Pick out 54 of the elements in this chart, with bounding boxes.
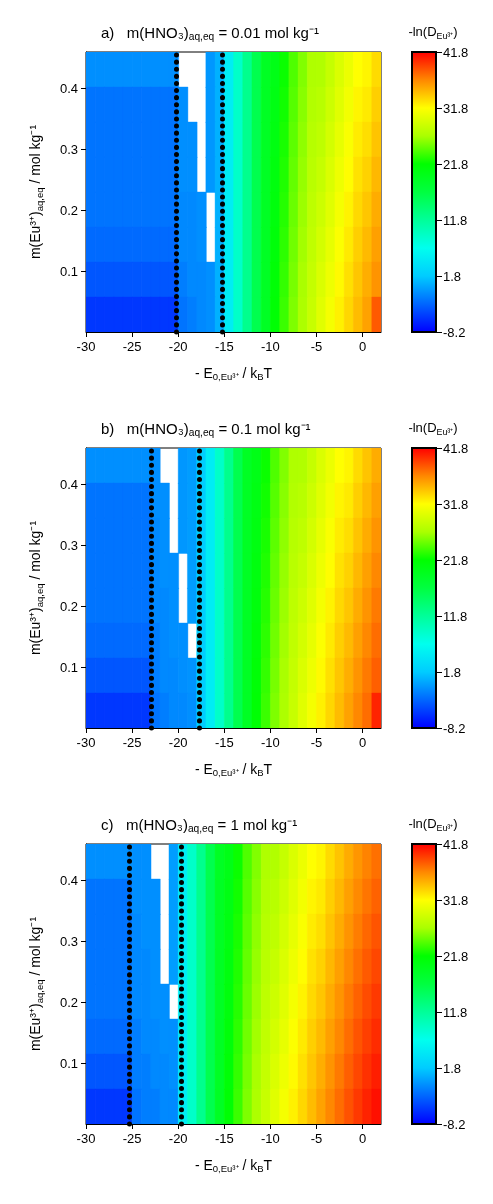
x-tick-label: -30 [76,1131,96,1146]
x-tick-label: -30 [76,339,96,354]
x-tick-label: -15 [214,735,234,750]
color-bar-label: 1.8 [443,268,462,284]
x-tick-label: -5 [310,339,323,354]
x-tick-label: 0 [358,735,367,750]
x-tick-label: -30 [76,735,96,750]
y-tick-label: 0.1 [59,263,78,279]
x-tick-label: -5 [310,1131,323,1146]
x-tick-label: -10 [260,1131,280,1146]
x-tick-label: -20 [168,735,188,750]
y-tick-label: 0.3 [59,141,78,157]
x-tick-label: -10 [260,339,280,354]
y-tick-label: 0.2 [59,994,78,1010]
color-bar-label: 41.8 [443,440,469,456]
color-bar-label: 11.8 [443,212,468,228]
color-bar-label: 21.8 [443,552,469,568]
color-bar-label: 31.8 [443,496,469,512]
x-tick-label: -25 [122,339,142,354]
color-bar-label: 31.8 [443,100,469,116]
color-bar-label: 11.8 [443,1004,468,1020]
x-tick-label: -15 [214,1131,234,1146]
y-tick-label: 0.1 [59,1055,78,1071]
color-bar-label: 11.8 [443,608,468,624]
color-bar-label: -8.2 [443,1116,466,1132]
y-tick-label: 0.4 [59,873,78,889]
x-tick-label: -5 [310,735,323,750]
y-tick-label: 0.2 [59,202,78,218]
y-axis-title: m(Eu³⁺)aq,eq / mol kg⁻¹ [27,124,45,260]
y-tick-label: 0.3 [59,933,78,949]
x-tick-label: -15 [214,339,234,354]
x-tick-label: 0 [358,1131,367,1146]
color-bar-label: -8.2 [443,324,466,340]
color-bar-label: 1.8 [443,1060,462,1076]
x-tick-label: 0 [358,339,367,354]
y-tick-label: 0.2 [59,598,78,614]
color-bar-label: 41.8 [443,836,469,852]
y-axis-title: m(Eu³⁺)aq,eq / mol kg⁻¹ [27,916,45,1052]
y-tick-label: 0.1 [59,659,78,675]
x-tick-label: -20 [168,1131,188,1146]
x-tick-label: -10 [260,735,280,750]
color-bar-label: 21.8 [443,156,469,172]
color-bar-label: 21.8 [443,948,469,964]
x-tick-label: -25 [122,1131,142,1146]
color-bar-label: 41.8 [443,44,469,60]
y-tick-label: 0.3 [59,537,78,553]
color-bar-label: 1.8 [443,664,462,680]
y-axis-title: m(Eu³⁺)aq,eq / mol kg⁻¹ [27,520,45,656]
y-tick-label: 0.4 [59,81,78,97]
color-bar-label: 31.8 [443,892,469,908]
y-tick-label: 0.4 [59,477,78,493]
x-tick-label: -20 [168,339,188,354]
color-bar-label: -8.2 [443,720,466,736]
x-tick-label: -25 [122,735,142,750]
